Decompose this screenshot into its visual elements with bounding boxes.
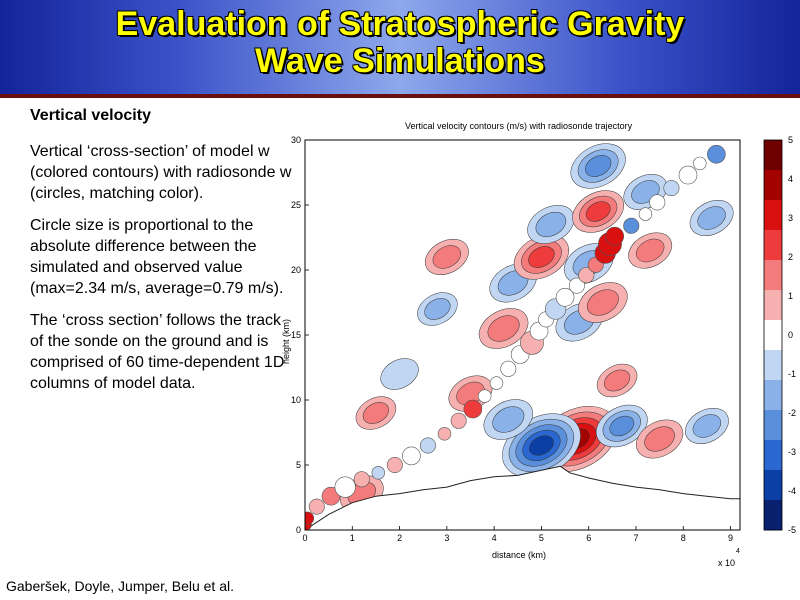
sonde-point-10: [438, 427, 451, 440]
x-tick-label: 0: [303, 533, 308, 543]
sonde-point-6: [372, 466, 385, 479]
sonde-point-13: [478, 390, 491, 403]
colorbar-tick-label: -1: [788, 369, 796, 379]
x-multiplier-label: x 10: [718, 558, 735, 568]
paragraph-cross-section: Vertical ‘cross-section’ of model w (col…: [30, 141, 292, 204]
sonde-point-7: [387, 457, 402, 472]
sonde-point-5: [354, 472, 369, 487]
sonde-point-33: [693, 157, 706, 170]
chart-title: Vertical velocity contours (m/s) with ra…: [405, 121, 633, 131]
x-tick-label: 8: [681, 533, 686, 543]
y-tick-label: 30: [291, 135, 301, 145]
y-tick-label: 5: [296, 460, 301, 470]
colorbar-swatch: [764, 440, 782, 471]
x-tick-label: 2: [397, 533, 402, 543]
colorbar-swatch: [764, 350, 782, 381]
sonde-point-12: [464, 400, 482, 418]
sonde-point-34: [707, 145, 725, 163]
y-tick-label: 15: [291, 330, 301, 340]
y-tick-label: 10: [291, 395, 301, 405]
colorbar-tick-label: 3: [788, 213, 793, 223]
colorbar-swatch: [764, 500, 782, 531]
colorbar-swatch: [764, 470, 782, 501]
colorbar-swatch: [764, 170, 782, 201]
author-credit: Gaberšek, Doyle, Jumper, Belu et al.: [6, 578, 234, 594]
sonde-point-9: [420, 438, 435, 453]
sonde-point-29: [639, 208, 652, 221]
colorbar: [764, 140, 782, 531]
y-axis-label: height (km): [281, 319, 291, 364]
colorbar-tick-label: -3: [788, 447, 796, 457]
colorbar-swatch: [764, 290, 782, 321]
velocity-chart: 0123456789 051015202530 Vertical velocit…: [280, 112, 800, 582]
sonde-point-28: [624, 218, 639, 233]
header-divider: [0, 94, 800, 98]
colorbar-ticks: 5 4 3 2 1 0 -1 -2 -3 -4 -5: [788, 135, 796, 535]
colorbar-tick-label: -2: [788, 408, 796, 418]
sonde-point-32: [679, 166, 697, 184]
sonde-point-4: [335, 477, 356, 498]
paragraph-track: The ‘cross section’ follows the track of…: [30, 310, 292, 394]
colorbar-swatch: [764, 140, 782, 171]
sonde-point-30: [650, 195, 665, 210]
colorbar-swatch: [764, 380, 782, 411]
colorbar-tick-label: -5: [788, 525, 796, 535]
x-tick-label: 5: [539, 533, 544, 543]
x-axis-label: distance (km): [492, 550, 546, 560]
sonde-point-11: [451, 413, 466, 428]
colorbar-tick-label: 2: [788, 252, 793, 262]
x-tick-label: 1: [350, 533, 355, 543]
slide-title-line2: Wave Simulations: [0, 43, 800, 80]
colorbar-swatch: [764, 410, 782, 441]
colorbar-tick-label: 1: [788, 291, 793, 301]
sonde-point-27: [606, 227, 624, 245]
colorbar-tick-label: 4: [788, 174, 793, 184]
colorbar-tick-label: 0: [788, 330, 793, 340]
slide-title-line1: Evaluation of Stratospheric Gravity: [0, 6, 800, 43]
y-tick-label: 0: [296, 525, 301, 535]
x-tick-label: 7: [633, 533, 638, 543]
x-tick-label: 9: [728, 533, 733, 543]
x-multiplier-exponent: 4: [736, 548, 740, 555]
y-tick-label: 25: [291, 200, 301, 210]
x-tick-label: 4: [492, 533, 497, 543]
colorbar-tick-label: -4: [788, 486, 796, 496]
colorbar-tick-label: 5: [788, 135, 793, 145]
colorbar-swatch: [764, 320, 782, 351]
sonde-point-14: [490, 377, 503, 390]
slide-title: Evaluation of Stratospheric Gravity Wave…: [0, 6, 800, 80]
x-tick-label: 6: [586, 533, 591, 543]
body-text: Vertical velocity Vertical ‘cross-sectio…: [30, 105, 292, 405]
y-tick-label: 20: [291, 265, 301, 275]
colorbar-swatch: [764, 260, 782, 291]
sonde-point-15: [501, 361, 516, 376]
colorbar-swatch: [764, 230, 782, 261]
sonde-point-2: [309, 499, 324, 514]
sonde-point-31: [664, 180, 679, 195]
sonde-point-8: [402, 447, 420, 465]
sonde-point-1: [301, 512, 314, 525]
colorbar-swatch: [764, 200, 782, 231]
x-tick-label: 3: [444, 533, 449, 543]
paragraph-circle-size: Circle size is proportional to the absol…: [30, 215, 292, 299]
section-heading: Vertical velocity: [30, 105, 292, 126]
